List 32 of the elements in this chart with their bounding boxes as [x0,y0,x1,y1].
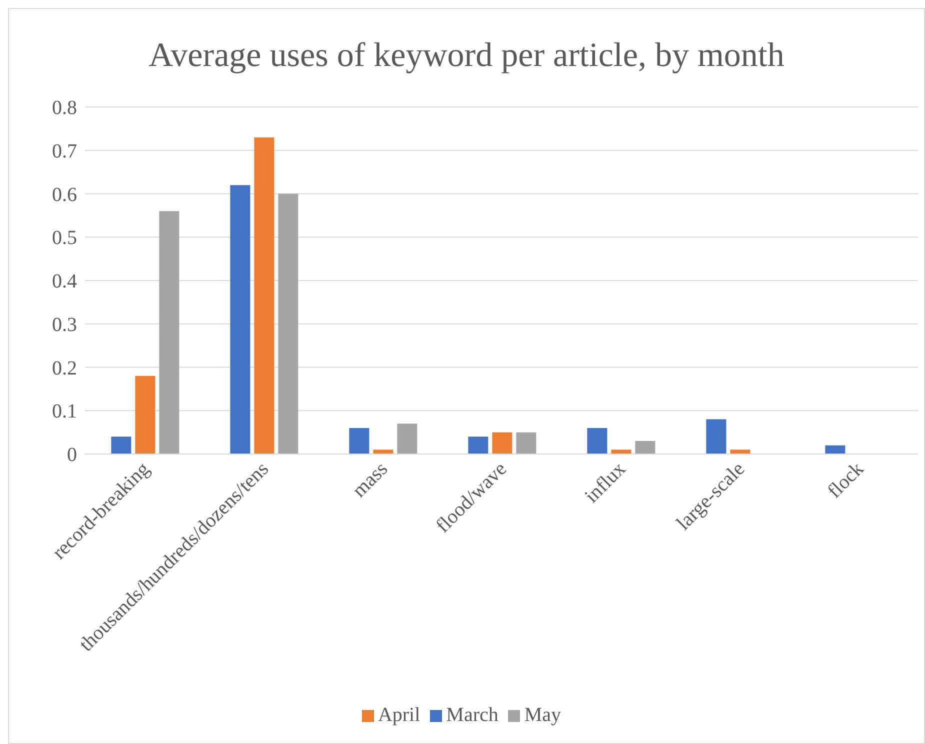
legend-label: March [446,704,498,726]
y-tick-label: 0.4 [52,270,77,293]
bar [468,436,488,454]
bar [278,194,298,454]
y-tick-label: 0.6 [52,184,77,206]
bar [349,428,370,454]
y-tick-label: 0.8 [52,97,77,120]
bar [730,450,750,454]
y-tick-label: 0.1 [52,400,77,423]
y-tick-label: 0.2 [52,357,77,380]
bar [492,432,512,454]
bar [706,419,726,454]
y-tick-label: 0 [67,444,77,466]
bar [587,428,608,454]
legend-label: April [378,704,420,726]
bar [373,450,394,454]
bar [516,432,536,454]
x-tick-label: mass [348,458,392,502]
legend-label: May [524,704,562,726]
bar [230,185,250,454]
bar [611,450,632,454]
bar [159,211,180,454]
y-tick-label: 0.3 [52,314,77,336]
bar [135,376,156,454]
bar [111,436,132,454]
y-tick-label: 0.5 [52,227,77,250]
bar [635,440,656,454]
chart-title: Average uses of keyword per article, by month [148,37,786,76]
y-tick-label: 0.7 [52,140,77,162]
bar [397,424,418,454]
bar [825,445,846,454]
bar [254,137,274,454]
